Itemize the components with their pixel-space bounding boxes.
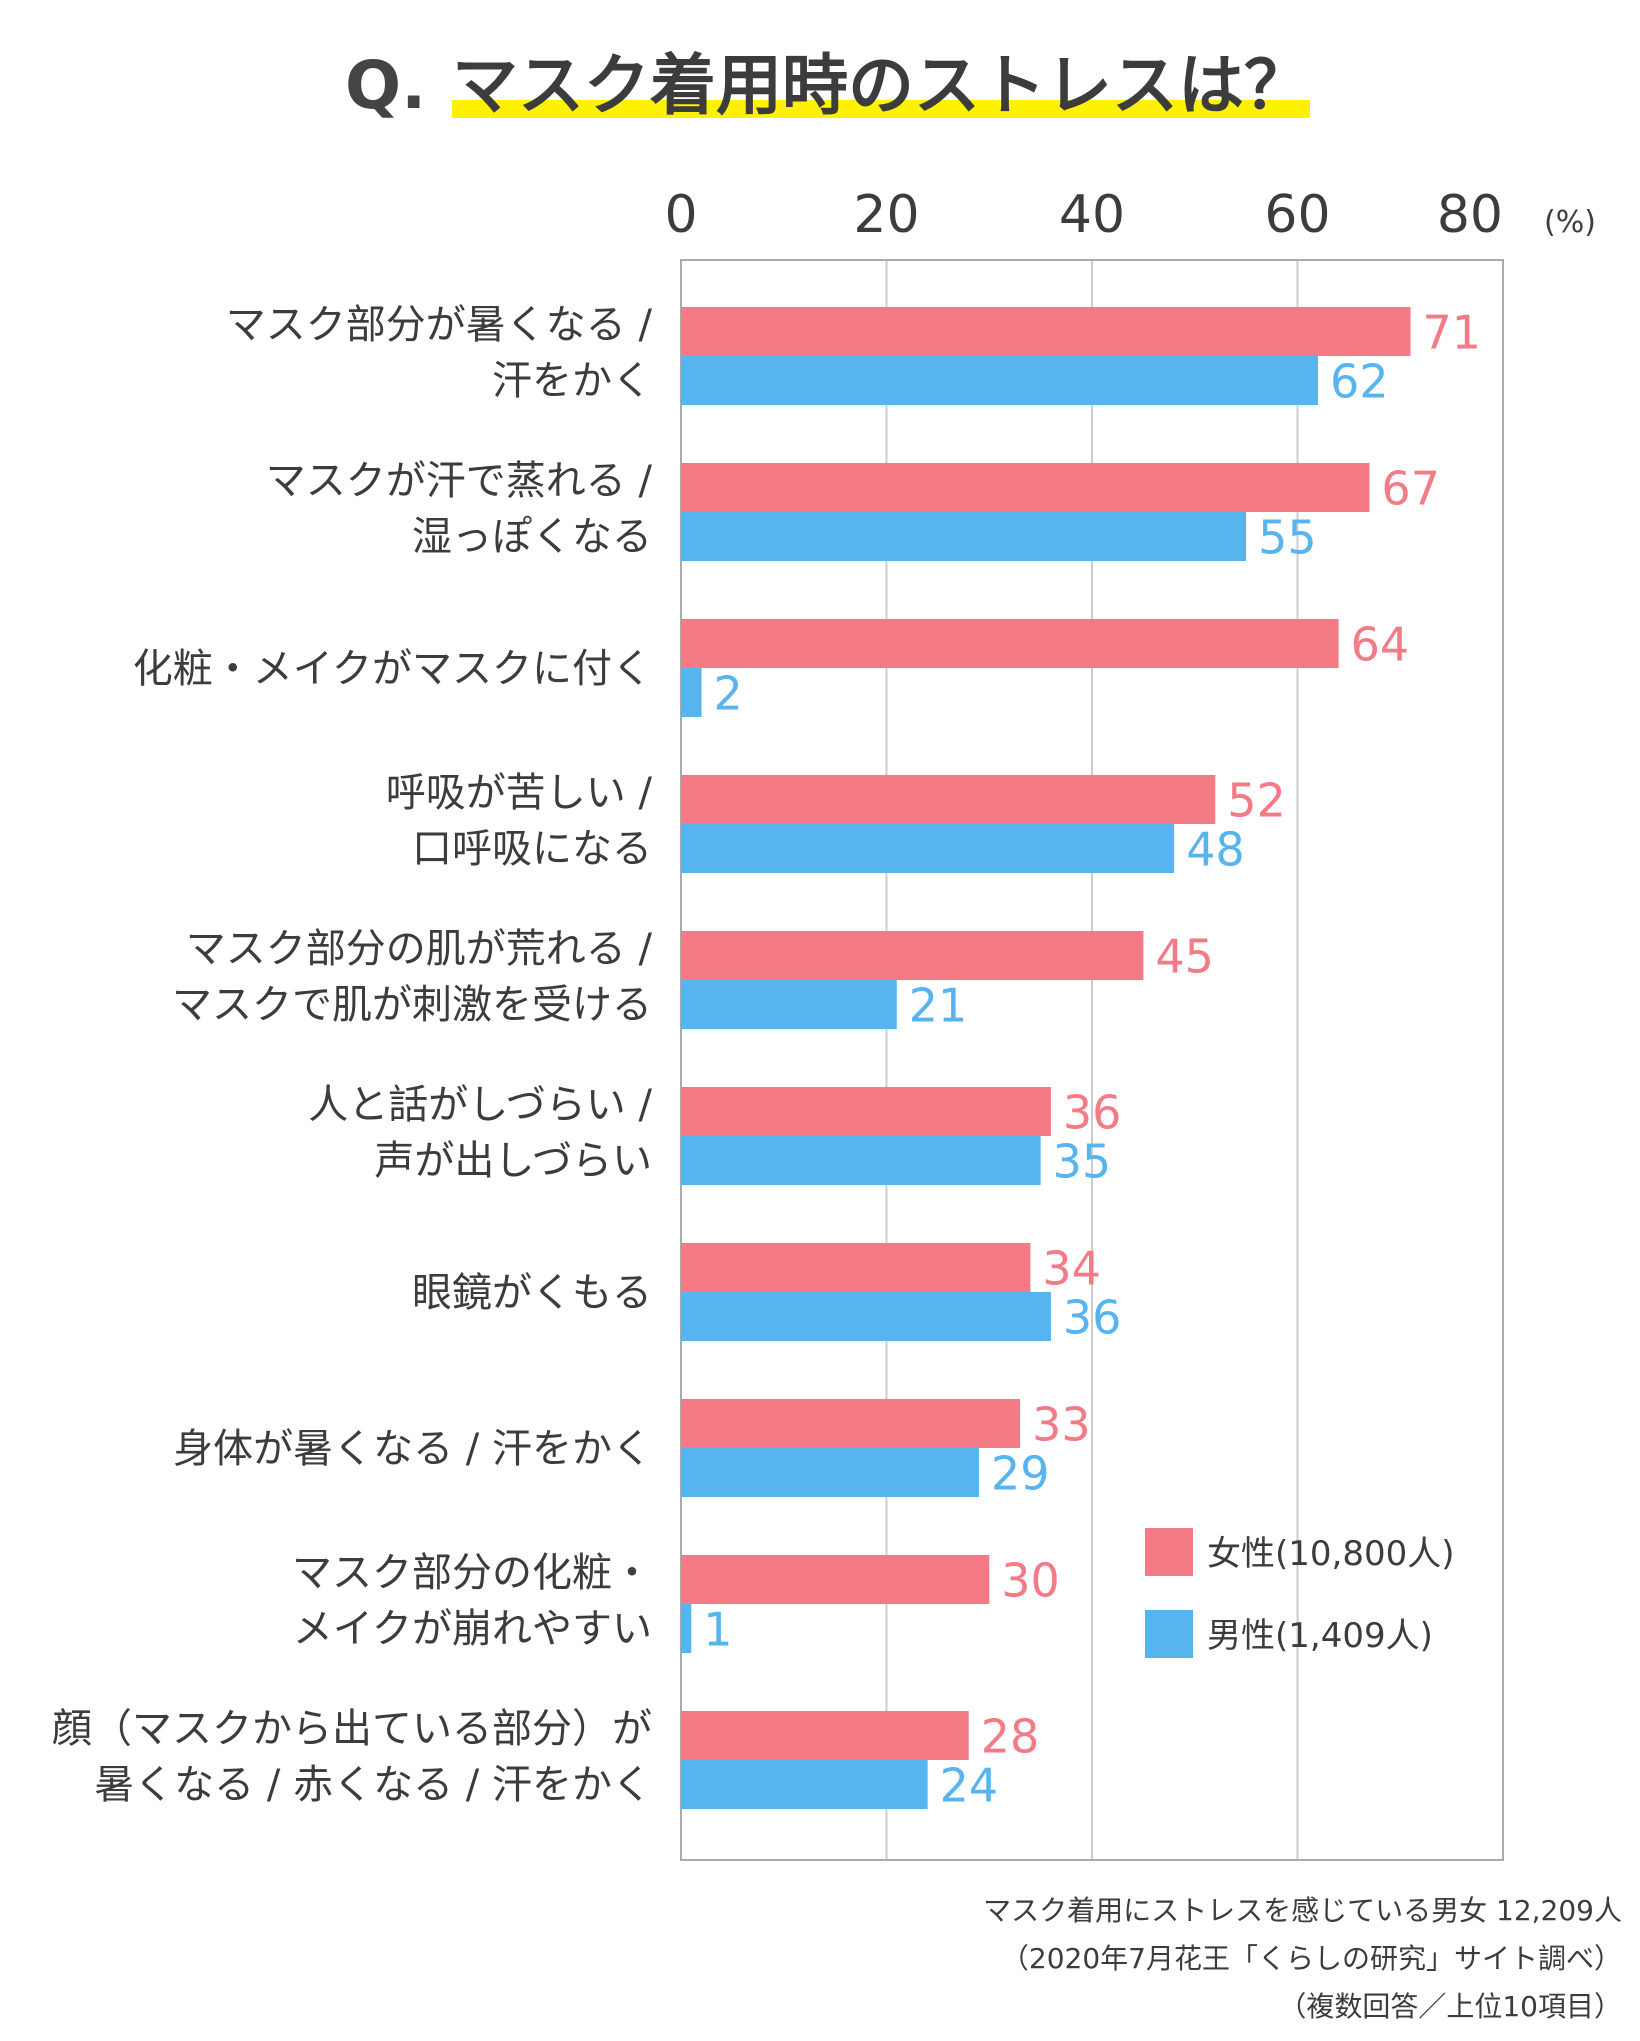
bar-female-3 [681,775,1216,824]
data-label-male-7: 29 [991,1447,1050,1501]
x-tick-label-60: 60 [1264,185,1330,245]
category-label-1-1: 湿っぽくなる [412,514,652,560]
bar-female-4 [681,931,1144,980]
data-label-female-4: 45 [1155,930,1214,984]
bar-female-6 [681,1243,1031,1292]
footnote-source: （2020年7月花王「くらしの研究」サイト調べ） [1001,1942,1622,1975]
x-tick-label-40: 40 [1059,185,1125,245]
x-axis-ticks: 0 20 40 60 80 [664,185,1503,245]
data-label-male-3: 48 [1186,823,1245,877]
x-tick-label-20: 20 [853,185,919,245]
bar-female-8 [681,1555,990,1604]
legend-swatch-male [1145,1610,1193,1658]
category-label-0-0: マスク部分が暑くなる / [226,302,653,348]
data-label-female-3: 52 [1227,774,1286,828]
plot-frame [680,259,1504,1861]
data-label-male-5: 35 [1053,1135,1112,1189]
bar-male-6 [681,1292,1051,1341]
bar-female-9 [681,1711,969,1760]
category-label-2-0: 化粧・メイクがマスクに付く [133,646,652,692]
bar-female-2 [681,619,1339,668]
category-label-3-0: 呼吸が苦しい / [386,770,653,816]
bar-male-1 [681,512,1247,561]
category-label-4-1: マスクで肌が刺激を受ける [172,982,652,1028]
data-label-female-6: 34 [1042,1242,1101,1296]
title-prefix: Q. [345,47,426,124]
data-label-female-1: 67 [1381,462,1440,516]
category-label-9-0: 顔（マスクから出ている部分）が [52,1706,652,1752]
legend: 女性(10,800人) 男性(1,409人) [1145,1528,1455,1658]
bar-female-1 [681,463,1370,512]
data-label-female-2: 64 [1351,618,1410,672]
category-label-3-1: 口呼吸になる [412,826,652,872]
footnote-note: （複数回答／上位10項目） [1278,1990,1622,2023]
legend-swatch-female [1145,1528,1193,1576]
bar-male-7 [681,1448,979,1497]
title-highlight [452,100,1310,118]
category-label-8-0: マスク部分の化粧・ [292,1550,652,1596]
bar-male-4 [681,980,897,1029]
data-label-female-5: 36 [1063,1086,1122,1140]
category-label-1-0: マスクが汗で蒸れる / [266,458,653,504]
legend-label-female: 女性(10,800人) [1207,1534,1455,1574]
category-label-9-1: 暑くなる / 赤くなる / 汗をかく [94,1762,652,1808]
data-label-female-8: 30 [1001,1554,1060,1608]
bar-female-7 [681,1399,1021,1448]
page-title: マスク着用時のストレスは？ [452,47,1310,124]
category-label-8-1: メイクが崩れやすい [293,1606,652,1652]
data-label-male-9: 24 [940,1759,999,1813]
footnote: マスク着用にストレスを感じている男女 12,209人 （2020年7月花王「くら… [983,1894,1622,2023]
bar-male-2 [681,668,702,717]
bar-male-0 [681,356,1319,405]
x-tick-label-80: 80 [1437,185,1503,245]
bar-male-5 [681,1136,1041,1185]
chart-title: Q. マスク着用時のストレスは？ [345,47,1310,124]
bar-male-8 [681,1604,692,1653]
data-label-male-0: 62 [1330,355,1389,409]
footnote-sample: マスク着用にストレスを感じている男女 12,209人 [983,1894,1622,1927]
data-label-male-6: 36 [1063,1291,1122,1345]
data-label-male-2: 2 [714,667,743,721]
category-label-6-0: 眼鏡がくもる [412,1270,652,1316]
data-label-male-4: 21 [909,979,968,1033]
data-label-female-7: 33 [1032,1398,1091,1452]
bar-male-3 [681,824,1175,873]
category-label-5-1: 声が出しづらい [374,1138,652,1184]
category-label-5-0: 人と話がしづらい / [308,1082,652,1128]
category-label-7-0: 身体が暑くなる / 汗をかく [173,1426,652,1472]
bar-male-9 [681,1760,928,1809]
bar-female-5 [681,1087,1051,1136]
unit-label: (%) [1544,205,1596,240]
legend-label-male: 男性(1,409人) [1207,1616,1433,1656]
category-label-4-0: マスク部分の肌が荒れる / [186,926,653,972]
data-label-female-9: 28 [981,1710,1040,1764]
bar-female-0 [681,307,1411,356]
x-tick-label-0: 0 [664,185,697,245]
category-label-0-1: 汗をかく [492,358,652,404]
data-label-female-0: 71 [1423,306,1482,360]
data-label-male-1: 55 [1258,511,1317,565]
data-label-male-8: 1 [703,1603,732,1657]
